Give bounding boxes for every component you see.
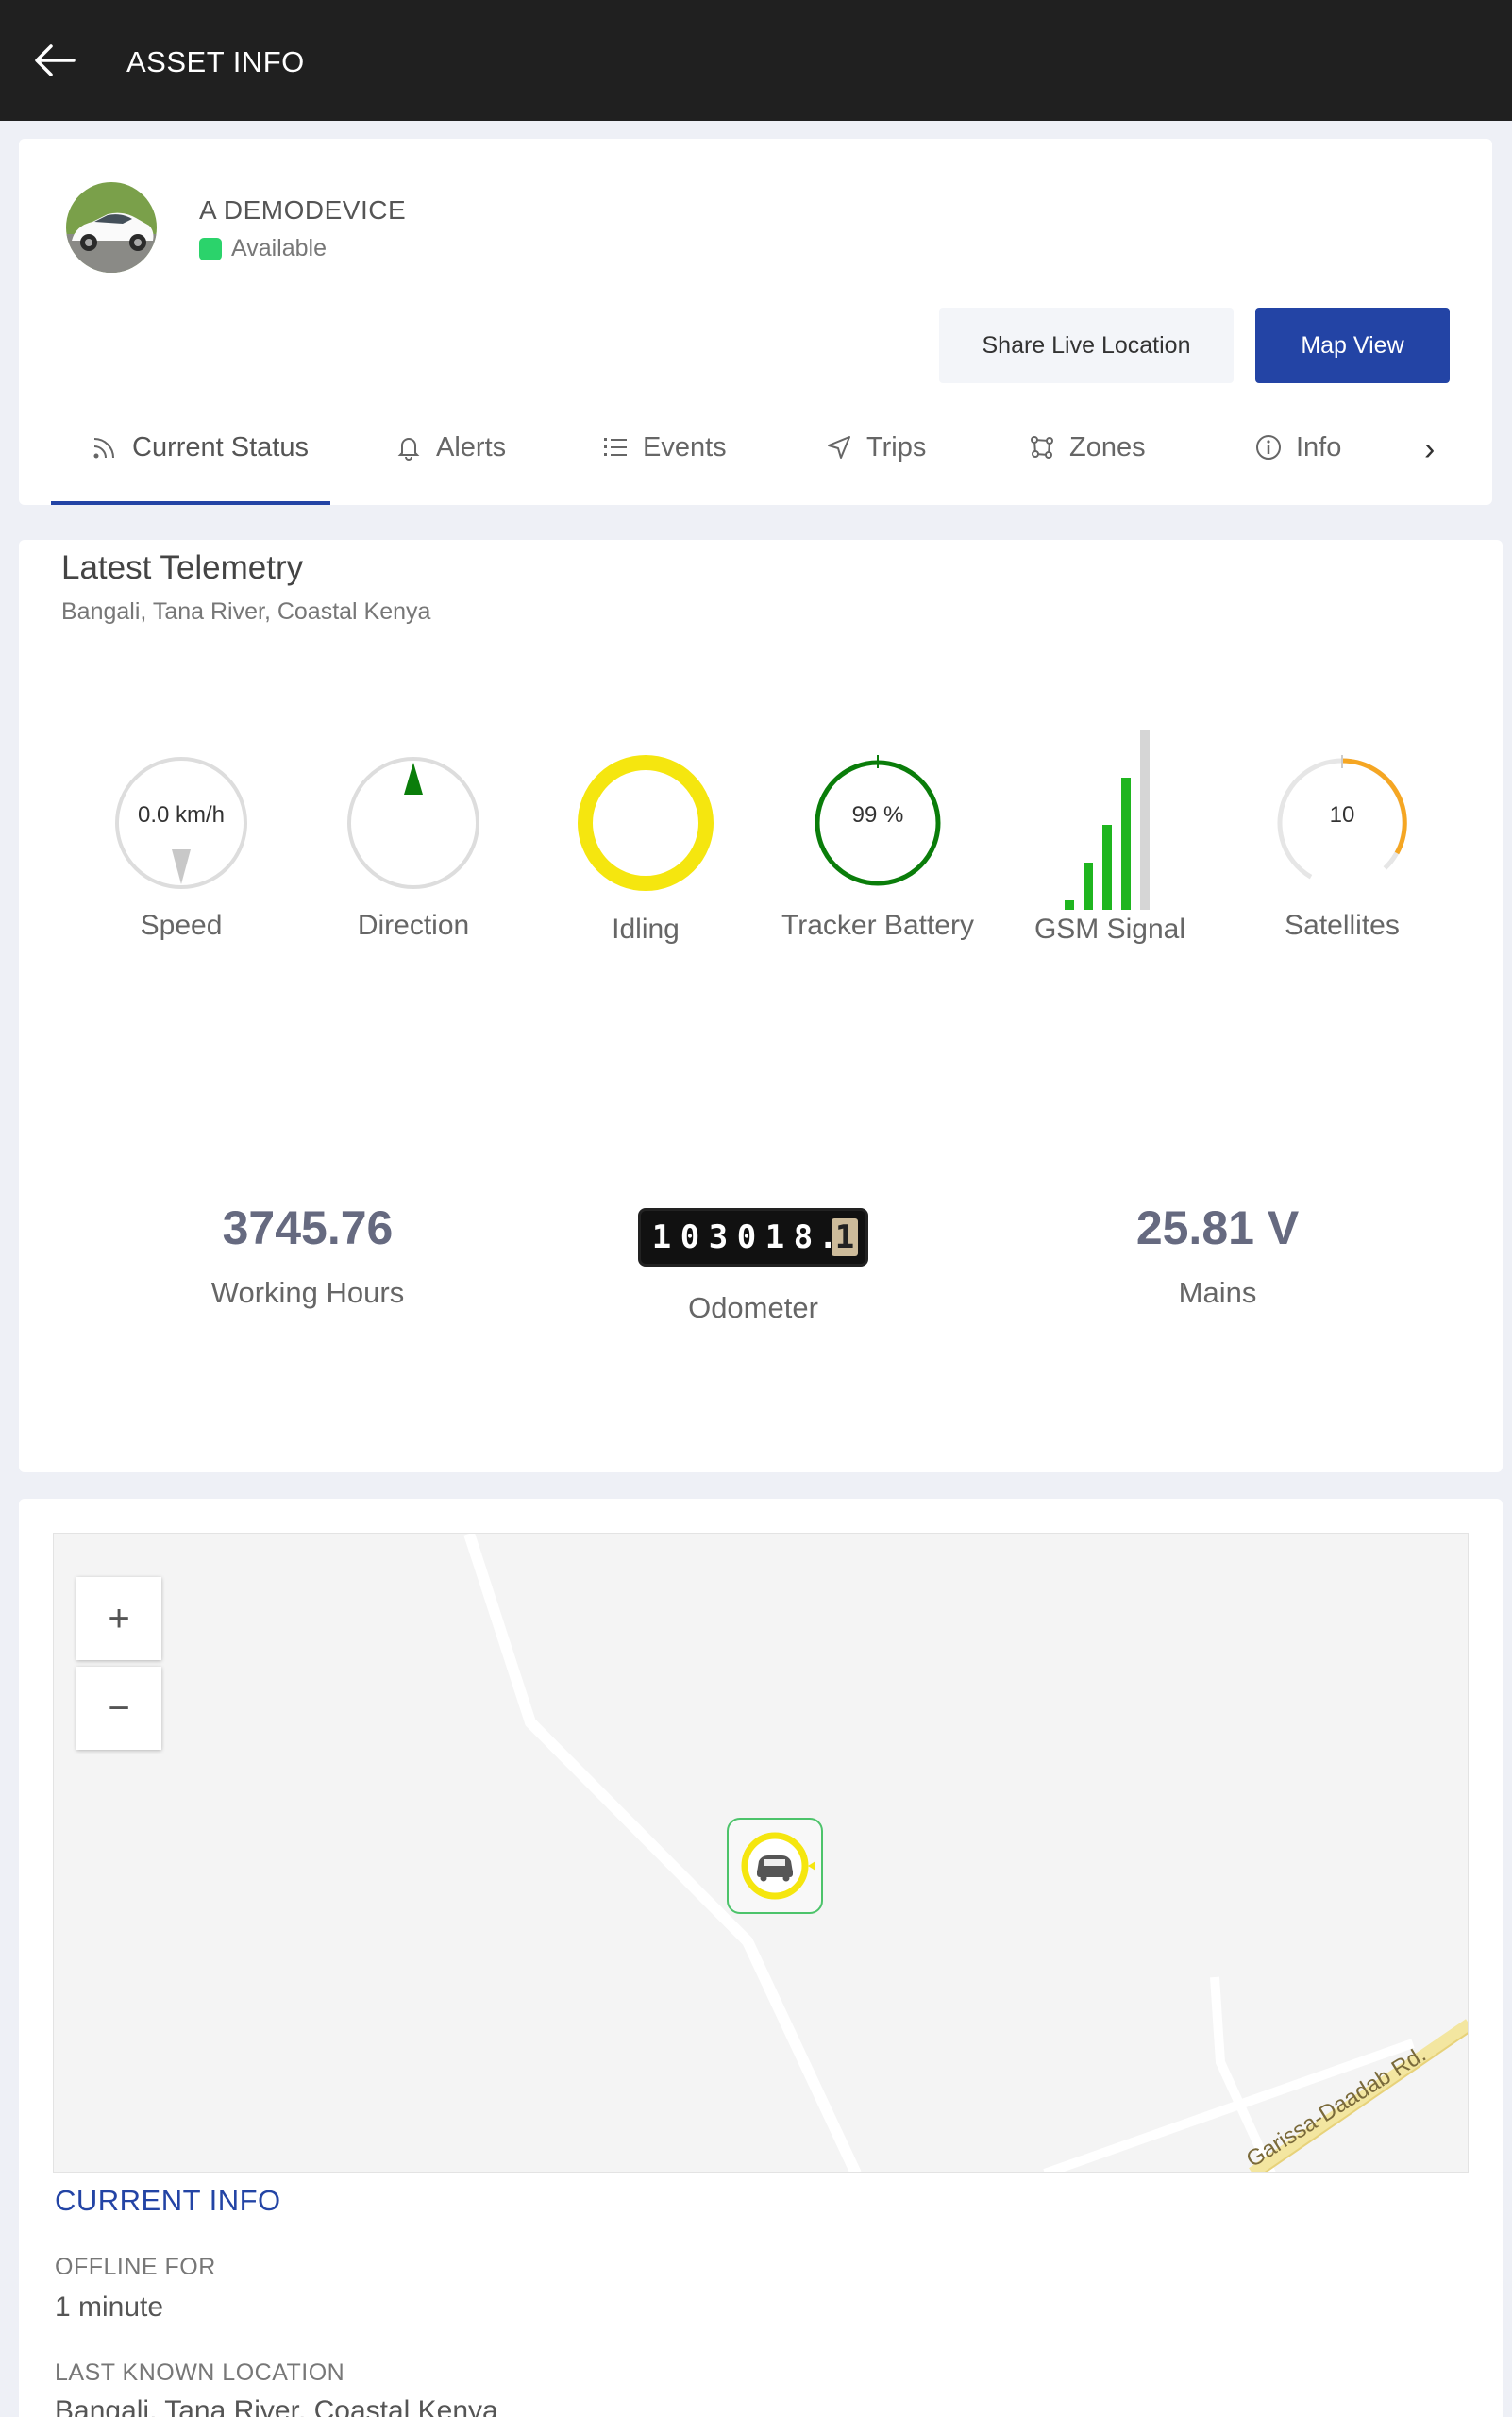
- idling-gauge: Idling: [542, 747, 749, 965]
- tab-current-status[interactable]: Current Status: [91, 403, 309, 492]
- device-name: A DEMODEVICE: [199, 195, 407, 225]
- map-card: Garissa-Daadab Rd. + − CURRENT INFO OFFL…: [19, 1499, 1503, 2417]
- satellites-value: 10: [1329, 802, 1355, 828]
- last-known-location-label: LAST KNOWN LOCATION: [55, 2359, 345, 2386]
- road-label: Garissa-Daadab Rd.: [1242, 2041, 1431, 2173]
- working-hours-label: Working Hours: [210, 1276, 405, 1309]
- zoom-out-button[interactable]: −: [76, 1667, 161, 1750]
- direction-label: Direction: [357, 910, 470, 941]
- battery-value: 99 %: [851, 802, 904, 828]
- odometer-stat: 1 0 3 0 1 8 . 1 Odometer: [555, 1208, 951, 1325]
- device-status: Available: [199, 235, 327, 262]
- tab-zones[interactable]: Zones: [1028, 403, 1146, 492]
- current-info-title: CURRENT INFO: [55, 2184, 281, 2217]
- tab-events[interactable]: Events: [601, 403, 727, 492]
- speed-gauge: 0.0 km/h Speed: [77, 747, 285, 965]
- map-view-button[interactable]: Map View: [1255, 308, 1450, 383]
- direction-gauge: Direction: [310, 747, 517, 965]
- tab-trips[interactable]: Trips: [825, 403, 926, 492]
- active-tab-indicator: [51, 501, 330, 505]
- vehicle-marker[interactable]: [727, 1818, 823, 1914]
- odometer-display: 1 0 3 0 1 8 . 1: [638, 1208, 868, 1267]
- share-live-location-button[interactable]: Share Live Location: [939, 308, 1234, 383]
- tab-bar: Current Status Alerts Events Trips Zones…: [51, 403, 1467, 492]
- gsm-gauge: GSM Signal: [1006, 730, 1214, 961]
- mains-label: Mains: [1178, 1276, 1257, 1309]
- odometer-label: Odometer: [688, 1291, 818, 1324]
- rss-icon: [93, 438, 114, 459]
- status-dot-icon: [199, 237, 222, 260]
- navigation-icon: [828, 436, 850, 459]
- satellites-label: Satellites: [1285, 910, 1400, 941]
- back-arrow-icon[interactable]: [34, 43, 76, 77]
- battery-ring-icon: [815, 755, 941, 886]
- idling-ring-icon: [578, 755, 714, 891]
- bell-icon: [397, 438, 420, 461]
- zoom-in-button[interactable]: +: [76, 1577, 161, 1660]
- car-marker-icon: [741, 1832, 815, 1900]
- satellites-arc-icon: [1277, 755, 1407, 888]
- speedometer-icon: [115, 757, 247, 889]
- last-known-location-value: Bangali, Tana River, Coastal Kenya: [55, 2395, 498, 2417]
- page-title: ASSET INFO: [126, 45, 305, 78]
- battery-label: Tracker Battery: [781, 910, 974, 941]
- speed-value: 0.0 km/h: [137, 802, 226, 828]
- mains-stat: 25.81 V Mains: [1019, 1200, 1416, 1310]
- tab-alerts[interactable]: Alerts: [395, 403, 506, 492]
- app-bar: ASSET INFO: [0, 0, 1512, 121]
- info-icon: [1256, 435, 1281, 460]
- telemetry-title: Latest Telemetry: [61, 549, 304, 586]
- idling-label: Idling: [612, 914, 680, 945]
- telemetry-card: Latest Telemetry Bangali, Tana River, Co…: [19, 540, 1503, 1472]
- list-icon: [604, 438, 627, 456]
- offline-for-label: OFFLINE FOR: [55, 2254, 216, 2280]
- offline-for-value: 1 minute: [55, 2291, 164, 2323]
- map-roads: Garissa-Daadab Rd.: [463, 1534, 1468, 2173]
- device-avatar: [66, 182, 157, 273]
- status-text: Available: [231, 235, 328, 261]
- telemetry-location: Bangali, Tana River, Coastal Kenya: [61, 598, 431, 625]
- map-view[interactable]: Garissa-Daadab Rd. + −: [53, 1533, 1469, 2173]
- battery-gauge: 99 % Tracker Battery: [774, 747, 982, 965]
- zones-icon: [1031, 436, 1053, 459]
- tabs-scroll-right-icon[interactable]: ›: [1424, 431, 1436, 467]
- car-photo-icon: [66, 182, 157, 273]
- working-hours-value: 3745.76: [222, 1201, 394, 1254]
- signal-bars-icon: [1065, 730, 1150, 910]
- tab-info[interactable]: Info: [1254, 403, 1341, 492]
- satellites-gauge: 10 Satellites: [1238, 747, 1446, 965]
- device-header-card: A DEMODEVICE Available Share Live Locati…: [19, 139, 1492, 505]
- speed-label: Speed: [140, 910, 223, 941]
- compass-icon: [347, 757, 479, 889]
- working-hours-stat: 3745.76 Working Hours: [109, 1200, 506, 1310]
- gsm-label: GSM Signal: [1033, 914, 1186, 945]
- mains-value: 25.81 V: [1135, 1201, 1300, 1254]
